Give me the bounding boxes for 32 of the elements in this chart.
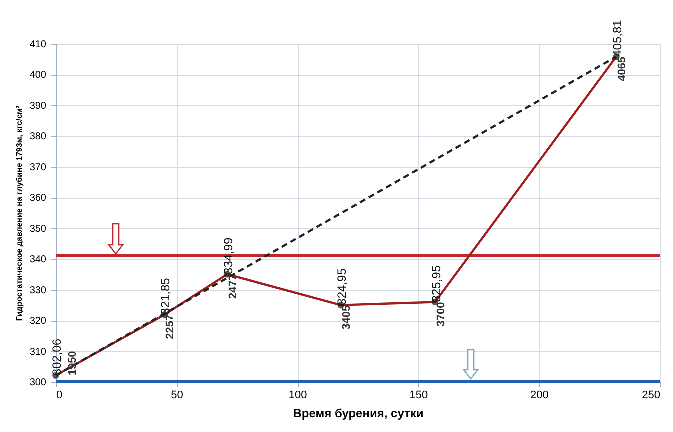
annotation: 1950 (67, 351, 79, 376)
x-tick-label: 100 (288, 390, 308, 402)
x-tick-label: 250 (642, 390, 660, 402)
x-tick-label: 0 (56, 390, 63, 402)
annotation: 3405 (341, 305, 354, 330)
y-tick-label: 310 (30, 346, 47, 358)
y-tick-label: 350 (30, 224, 47, 235)
annotation: 2477 (228, 274, 240, 299)
data-label: 405,81 (610, 20, 625, 57)
x-tick-label: 150 (410, 390, 428, 402)
y-tick-label: 380 (30, 132, 47, 143)
x-tick-label: 200 (530, 390, 549, 402)
annotation: 4065 (616, 56, 629, 82)
y-tick-label: 360 (30, 193, 47, 204)
y-tick-label: 390 (30, 100, 47, 112)
data-label: 325,95 (429, 265, 444, 302)
y-tick-label: 320 (30, 316, 47, 328)
y-tick-label: 340 (30, 254, 47, 266)
y-tick-label: 330 (30, 285, 47, 296)
y-axis-title: Гидростатическое давление на глубине 1793м, кгс/см² (14, 106, 24, 322)
y-tick-label: 410 (30, 40, 47, 50)
y-tick-label: 300 (30, 378, 47, 388)
y-tick-label: 400 (30, 70, 47, 82)
annotation: 3700 (435, 302, 448, 327)
data-label: 324,95 (335, 268, 350, 306)
data-label: 321,85 (158, 278, 173, 315)
x-axis-title: Время бурения, сутки (293, 406, 424, 420)
data-label: 334,99 (222, 237, 236, 274)
data-label: 302,06 (50, 338, 64, 376)
y-tick-label: 370 (30, 162, 47, 174)
annotation: 2257 (164, 314, 177, 340)
x-tick-label: 50 (171, 390, 184, 402)
